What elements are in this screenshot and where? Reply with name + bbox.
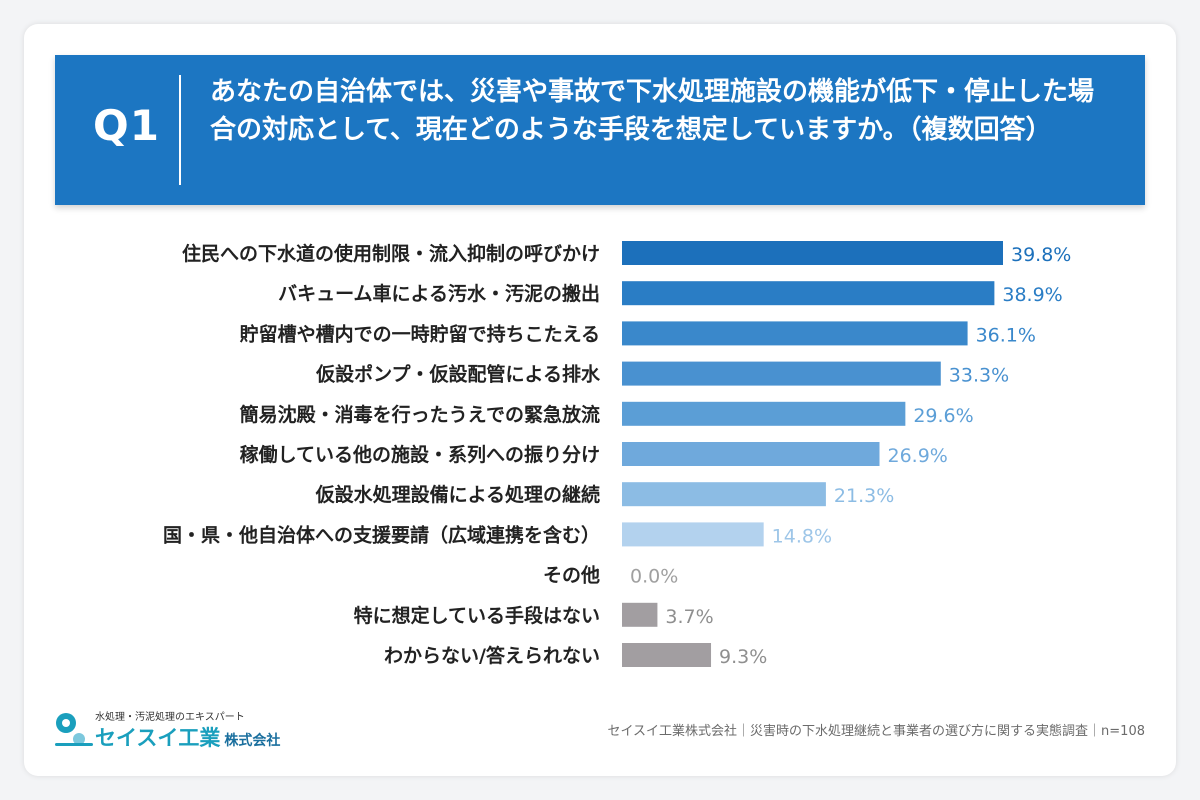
category-label: 特に想定している手段はない xyxy=(354,604,600,627)
value-label: 38.9% xyxy=(1002,284,1062,306)
value-label: 39.8% xyxy=(1011,244,1071,266)
category-label: 貯留槽や槽内での一時貯留で持ちこたえる xyxy=(240,322,600,345)
value-label: 21.3% xyxy=(834,485,894,507)
bar xyxy=(622,401,906,426)
company-logo: 水処理・汚泥処理のエキスパート セイスイ工業 株式会社 xyxy=(55,706,315,752)
value-label: 26.9% xyxy=(888,445,948,467)
category-label: わからない/答えられない xyxy=(384,644,600,667)
category-label: 住民への下水道の使用制限・流入抑制の呼びかけ xyxy=(182,242,600,265)
question-label: Q1 xyxy=(93,101,160,150)
value-label: 36.1% xyxy=(976,324,1036,346)
bar xyxy=(622,241,1003,265)
value-label: 14.8% xyxy=(772,525,832,547)
bar xyxy=(622,361,941,386)
category-label: 仮設水処理設備による処理の継続 xyxy=(315,483,600,506)
category-label: バキューム車による汚水・汚泥の搬出 xyxy=(278,282,600,305)
category-label: 簡易沈殿・消毒を行ったうえでの緊急放流 xyxy=(240,403,600,426)
logo-suffix: 株式会社 xyxy=(224,733,281,749)
bar xyxy=(622,442,880,466)
category-label: その他 xyxy=(543,564,600,587)
question-banner: Q1 あなたの自治体では、災害や事故で下水処理施設の機能が低下・停止した場合の対… xyxy=(55,55,1145,205)
value-label: 33.3% xyxy=(949,365,1009,387)
logo-tagline: 水処理・汚泥処理のエキスパート xyxy=(95,712,245,723)
logo-name: セイスイ工業 株式会社 xyxy=(95,722,280,752)
category-label: 仮設ポンプ・仮設配管による排水 xyxy=(315,363,601,386)
value-label: 3.7% xyxy=(665,606,713,628)
bar xyxy=(622,602,658,627)
logo-name-text: セイスイ工業 xyxy=(95,726,221,750)
bar xyxy=(622,321,968,346)
value-label: 0.0% xyxy=(630,566,678,588)
bar xyxy=(622,281,995,306)
question-divider xyxy=(179,75,181,185)
category-label: 稼働している他の施設・系列への振り分け xyxy=(240,443,600,466)
question-text: あなたの自治体では、災害や事故で下水処理施設の機能が低下・停止した場合の対応とし… xyxy=(210,77,1095,145)
bar xyxy=(622,522,764,547)
value-label: 29.6% xyxy=(913,405,973,427)
bar xyxy=(622,482,826,507)
bar xyxy=(622,643,712,667)
category-label: 国・県・他自治体への支援要請（広域連携を含む） xyxy=(163,523,600,546)
water-drop-logo-icon xyxy=(55,713,93,746)
footer-source: セイスイ工業株式会社｜災害時の下水処理継続と事業者の選び方に関する実態調査｜n=… xyxy=(607,724,1145,739)
value-label: 9.3% xyxy=(719,646,767,668)
